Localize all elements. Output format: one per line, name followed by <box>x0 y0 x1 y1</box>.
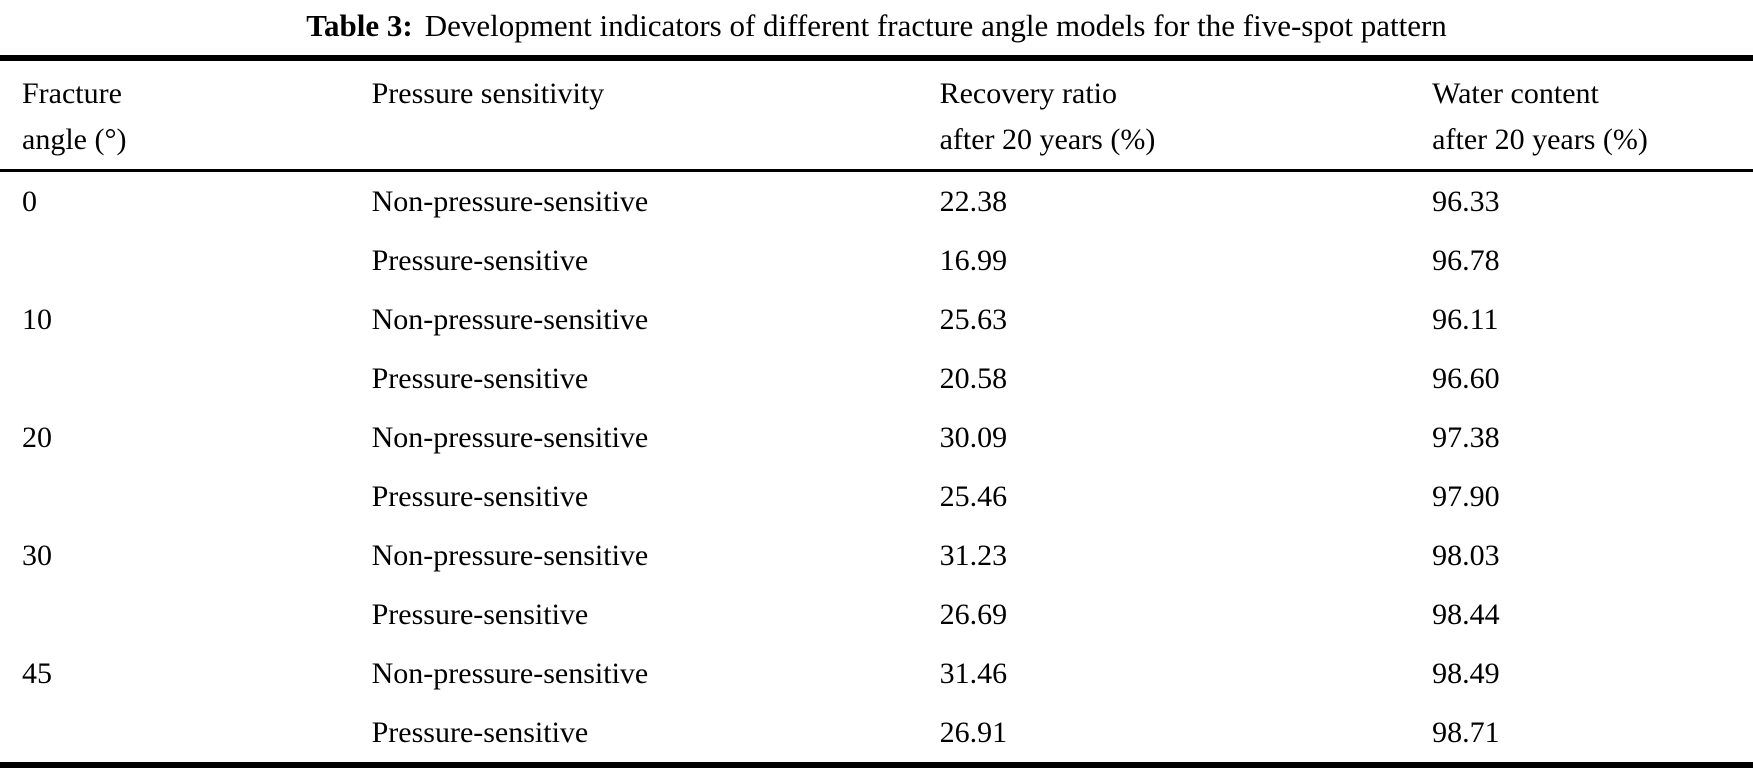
cell-water: 96.11 <box>1432 302 1499 336</box>
cell-recovery: 31.23 <box>939 538 1008 572</box>
cell-recovery: 30.09 <box>939 420 1008 454</box>
cell-angle: 20 <box>22 420 52 454</box>
cell-water: 97.38 <box>1432 420 1500 454</box>
cell-recovery: 31.46 <box>939 656 1008 690</box>
cell-water: 98.44 <box>1432 597 1500 631</box>
cell-sensitivity: Non-pressure-sensitive <box>371 420 649 454</box>
cell-sensitivity: Pressure-sensitive <box>371 243 589 277</box>
cell-sensitivity: Pressure-sensitive <box>371 479 589 513</box>
table-row: Pressure-sensitive 16.99 96.78 <box>0 231 1753 290</box>
cell-angle <box>0 349 372 408</box>
table-caption-label: Table 3: <box>306 8 413 43</box>
cell-sensitivity: Non-pressure-sensitive <box>371 656 649 690</box>
cell-recovery: 16.99 <box>939 243 1008 277</box>
cell-angle <box>0 467 372 526</box>
cell-angle <box>0 585 372 644</box>
col-header-line: Fracture <box>22 77 122 110</box>
table-row: Pressure-sensitive 25.46 97.90 <box>0 467 1753 526</box>
cell-sensitivity: Pressure-sensitive <box>371 361 589 395</box>
cell-recovery: 25.46 <box>939 479 1008 513</box>
cell-sensitivity: Non-pressure-sensitive <box>371 302 649 336</box>
header-row: Fracture angle (°) Pressure sensitivity … <box>0 58 1753 172</box>
cell-recovery: 26.91 <box>939 715 1008 749</box>
col-header-line: after 20 years (%) <box>939 123 1156 156</box>
col-header-water-content: Water content after 20 years (%) <box>1432 58 1753 172</box>
col-header-line: Water content <box>1432 77 1599 110</box>
table-row: 10 Non-pressure-sensitive 25.63 96.11 <box>0 290 1753 349</box>
table-caption: Table 3: Development indicators of differ… <box>0 0 1753 55</box>
col-header-line: Pressure sensitivity <box>371 77 605 110</box>
cell-angle: 0 <box>22 184 37 218</box>
cell-angle: 10 <box>22 302 52 336</box>
cell-angle <box>0 231 372 290</box>
col-header-pressure-sensitivity: Pressure sensitivity <box>371 58 940 172</box>
cell-water: 96.33 <box>1432 184 1500 218</box>
cell-recovery: 26.69 <box>939 597 1008 631</box>
cell-recovery: 25.63 <box>939 302 1008 336</box>
cell-water: 96.78 <box>1432 243 1500 277</box>
cell-recovery: 20.58 <box>939 361 1008 395</box>
cell-water: 98.49 <box>1432 656 1500 690</box>
col-header-line: angle (°) <box>22 123 127 156</box>
cell-water: 98.03 <box>1432 538 1500 572</box>
cell-water: 98.71 <box>1432 715 1500 749</box>
cell-water: 96.60 <box>1432 361 1500 395</box>
cell-angle: 30 <box>22 538 52 572</box>
table-row: Pressure-sensitive 26.69 98.44 <box>0 585 1753 644</box>
table-row: Pressure-sensitive 26.91 98.71 <box>0 703 1753 765</box>
col-header-line: Recovery ratio <box>939 77 1118 110</box>
table-row: 0 Non-pressure-sensitive 22.38 96.33 <box>0 171 1753 232</box>
cell-angle: 45 <box>22 656 52 690</box>
data-table: Fracture angle (°) Pressure sensitivity … <box>0 55 1753 768</box>
table-row: 20 Non-pressure-sensitive 30.09 97.38 <box>0 408 1753 467</box>
col-header-fracture-angle: Fracture angle (°) <box>0 58 372 172</box>
cell-angle <box>0 703 372 765</box>
cell-water: 97.90 <box>1432 479 1500 513</box>
table-caption-text: Development indicators of different frac… <box>424 8 1447 43</box>
cell-sensitivity: Pressure-sensitive <box>371 597 589 631</box>
table-row: 30 Non-pressure-sensitive 31.23 98.03 <box>0 526 1753 585</box>
table-row: Pressure-sensitive 20.58 96.60 <box>0 349 1753 408</box>
cell-sensitivity: Pressure-sensitive <box>371 715 589 749</box>
table-row: 45 Non-pressure-sensitive 31.46 98.49 <box>0 644 1753 703</box>
cell-recovery: 22.38 <box>939 184 1008 218</box>
col-header-recovery-ratio: Recovery ratio after 20 years (%) <box>939 58 1433 172</box>
cell-sensitivity: Non-pressure-sensitive <box>371 184 649 218</box>
col-header-line: after 20 years (%) <box>1432 123 1648 156</box>
cell-sensitivity: Non-pressure-sensitive <box>371 538 649 572</box>
